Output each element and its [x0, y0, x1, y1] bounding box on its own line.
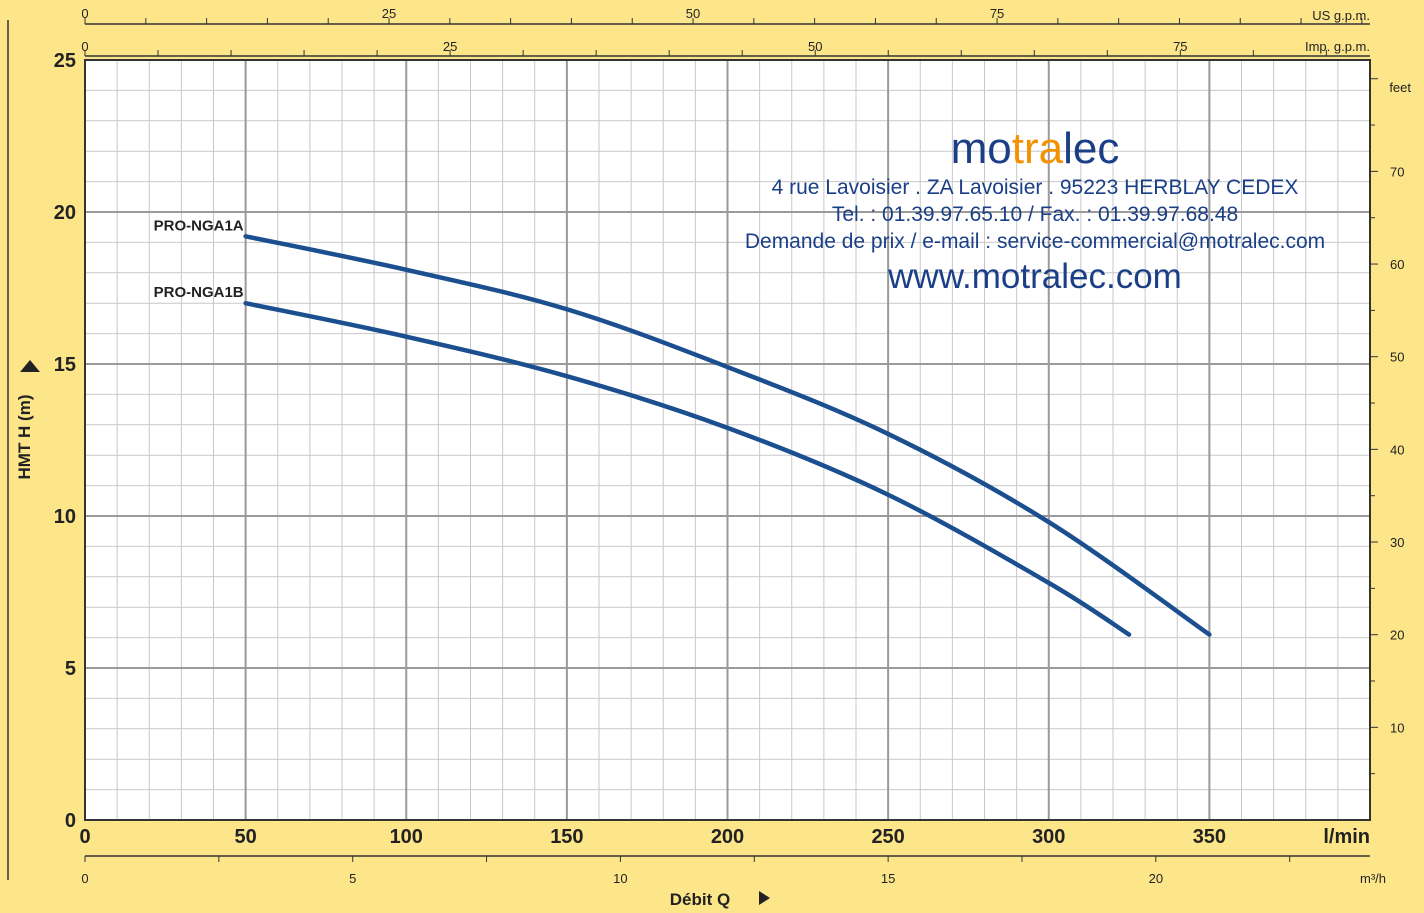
x-tick-label: 0 [79, 826, 90, 848]
us-gpm-unit-label: US g.p.m. [1312, 8, 1370, 23]
x-axis-arrow-icon [759, 891, 770, 905]
feet-tick-label: 50 [1390, 350, 1404, 365]
imp-gpm-tick-label: 75 [1173, 39, 1187, 54]
y-tick-label: 20 [54, 202, 76, 224]
m3h-tick-label: 5 [349, 871, 356, 886]
feet-tick-label: 40 [1390, 442, 1404, 457]
company-logo: motralec [950, 124, 1120, 173]
y-axis-title: HMT H (m) [15, 395, 34, 480]
m3h-tick-label: 15 [881, 871, 895, 886]
imp-gpm-tick-label: 0 [81, 39, 88, 54]
company-address: 4 rue Lavoisier . ZA Lavoisier . 95223 H… [771, 176, 1299, 199]
y-tick-label: 0 [65, 810, 76, 832]
m3h-tick-label: 0 [81, 871, 88, 886]
series-label: PRO-NGA1A [154, 217, 244, 234]
plot-frame [84, 59, 1371, 821]
company-website[interactable]: www.motralec.com [888, 257, 1182, 296]
feet-tick-label: 10 [1390, 720, 1404, 735]
feet-unit-label: feet [1389, 80, 1411, 95]
x-tick-label: 200 [711, 826, 744, 848]
feet-tick-label: 70 [1390, 164, 1404, 179]
x-tick-label: 100 [390, 826, 423, 848]
feet-tick-label: 30 [1390, 535, 1404, 550]
y-tick-label: 15 [54, 354, 76, 376]
us-gpm-tick-label: 0 [81, 6, 88, 21]
y-axis-arrow-icon [20, 360, 40, 372]
y-tick-label: 10 [54, 506, 76, 528]
x-axis-title: Débit Q [670, 890, 730, 909]
us-gpm-tick-label: 75 [990, 6, 1004, 21]
m3h-tick-label: 10 [613, 871, 627, 886]
imp-gpm-tick-label: 25 [443, 39, 457, 54]
series-label: PRO-NGA1B [154, 284, 244, 301]
feet-tick-label: 20 [1390, 628, 1404, 643]
us-gpm-tick-label: 50 [686, 6, 700, 21]
m3h-tick-label: 20 [1149, 871, 1163, 886]
m3h-unit-label: m³/h [1360, 871, 1386, 886]
brand-block: motralec 4 rue Lavoisier . ZA Lavoisier … [640, 124, 1424, 299]
x-tick-label: 350 [1193, 826, 1226, 848]
x-tick-label: 300 [1032, 826, 1065, 848]
y-tick-label: 25 [54, 50, 76, 72]
x-tick-label: 50 [235, 826, 257, 848]
imp-gpm-tick-label: 50 [808, 39, 822, 54]
y-tick-label: 5 [65, 658, 76, 680]
series-line-pro-nga1a [243, 234, 1212, 637]
company-phone: Tel. : 01.39.97.65.10 / Fax. : 01.39.97.… [831, 203, 1239, 226]
feet-tick-label: 60 [1390, 257, 1404, 272]
x-tick-label: 150 [550, 826, 583, 848]
us-gpm-tick-label: 25 [382, 6, 396, 21]
imp-gpm-unit-label: Imp. g.p.m. [1305, 39, 1370, 54]
x-unit-label: l/min [1323, 826, 1370, 848]
company-email: Demande de prix / e-mail : service-comme… [744, 230, 1326, 253]
x-tick-label: 250 [871, 826, 904, 848]
